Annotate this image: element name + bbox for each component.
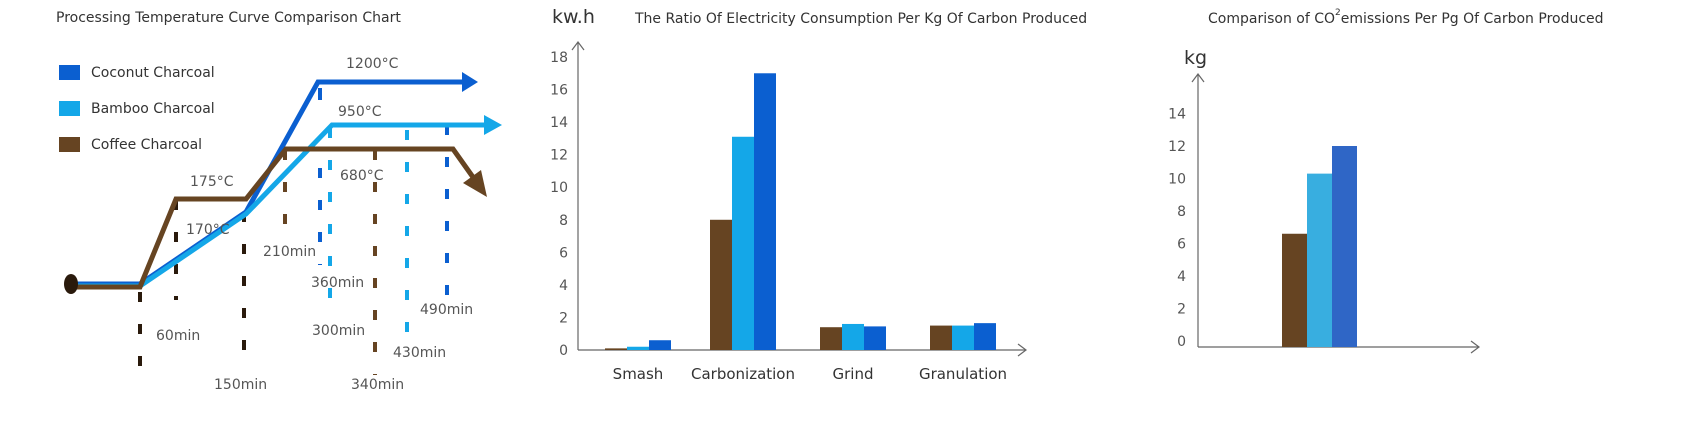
electricity-bar-granulation-coffee [930,325,952,350]
electricity-y-tick-6: 6 [559,245,568,261]
electricity-category-granulation: Granulation [919,365,1007,383]
electricity-chart: kw.h The Ratio Of Electricity Consumptio… [550,6,1087,383]
temp-label-170: 170°C [186,222,230,238]
co2-chart: Comparison of CO2emissions Per Pg Of Car… [1168,8,1604,354]
co2-y-tick-4: 4 [1177,269,1186,285]
temp-label-1200: 1200°C [346,56,399,72]
electricity-bars [605,73,996,351]
co2-bars [1282,146,1357,347]
arrowhead-bamboo [484,115,502,135]
electricity-category-carbonization: Carbonization [691,365,795,383]
electricity-bar-granulation-bamboo [952,325,974,350]
temp-label-950: 950°C [338,104,382,120]
electricity-bar-carbonization-coffee [710,219,732,350]
co2-chart-title: Comparison of CO2emissions Per Pg Of Car… [1208,8,1604,27]
legend-label-coconut: Coconut Charcoal [91,65,215,81]
electricity-y-tick-16: 16 [550,83,568,99]
co2-title-prefix: Comparison of CO [1208,11,1335,27]
time-label-150: 150min [214,377,267,393]
time-label-60: 60min [156,328,200,344]
co2-y-axis-arrow [1191,73,1205,83]
electricity-y-tick-14: 14 [550,115,568,131]
co2-title-suffix: emissions Per Pg Of Carbon Produced [1341,11,1604,27]
electricity-bar-smash-coconut [649,340,671,350]
electricity-bar-grind-bamboo [842,323,864,350]
time-label-490: 490min [420,302,473,318]
temperature-chart-title: Processing Temperature Curve Comparison … [56,10,401,26]
arrowhead-coconut [462,72,478,92]
electricity-y-tick-12: 12 [550,148,568,164]
curve-start-dot [64,274,78,294]
co2-y-tick-8: 8 [1177,204,1186,220]
co2-y-tick-0: 0 [1177,334,1186,350]
temperature-legend: Coconut Charcoal Bamboo Charcoal Coffee … [59,65,215,153]
time-label-300: 300min [312,323,365,339]
legend-label-bamboo: Bamboo Charcoal [91,101,215,117]
legend-swatch-coconut [59,65,80,80]
legend-swatch-bamboo [59,101,80,116]
series-line-coffee [70,146,478,290]
arrowhead-coffee [463,170,487,197]
electricity-chart-title: The Ratio Of Electricity Consumption Per… [634,11,1087,27]
co2-y-ticks: 0 2 4 6 8 10 12 14 [1168,107,1186,351]
electricity-y-ticks: 0 2 4 6 8 10 12 14 16 18 [550,50,568,359]
co2-y-tick-6: 6 [1177,237,1186,253]
co2-y-tick-2: 2 [1177,302,1186,318]
legend-label-coffee: Coffee Charcoal [91,137,202,153]
electricity-x-axis-arrow [1017,343,1027,357]
legend-swatch-coffee [59,137,80,152]
electricity-category-grind: Grind [833,365,874,383]
electricity-bar-grind-coffee [820,327,842,350]
temp-label-175: 175°C [190,174,234,190]
co2-x-axis-arrow [1470,340,1480,354]
time-label-430: 430min [393,345,446,361]
electricity-bar-grind-coconut [864,326,886,350]
co2-bar-coffee [1282,233,1307,347]
co2-title-sup: 2 [1335,8,1341,18]
electricity-y-tick-0: 0 [559,343,568,359]
electricity-bar-carbonization-bamboo [732,136,754,350]
temperature-series [64,72,502,294]
electricity-category-smash: Smash [613,365,664,383]
time-guides [138,88,449,380]
electricity-bar-smash-coffee [605,348,627,350]
time-label-360: 360min [311,275,364,291]
temperature-chart: Processing Temperature Curve Comparison … [56,10,502,393]
co2-y-unit: kg [1184,47,1207,69]
co2-y-tick-10: 10 [1168,172,1186,188]
electricity-bar-granulation-coconut [974,323,996,350]
co2-bar-bamboo [1307,173,1332,347]
electricity-categories: Smash Carbonization Grind Granulation [613,365,1007,383]
time-label-210: 210min [263,244,316,260]
temperature-annotations: 1200°C 950°C 680°C 175°C 170°C 60min 150… [156,56,473,393]
co2-y-tick-14: 14 [1168,107,1186,123]
electricity-y-tick-10: 10 [550,180,568,196]
electricity-bar-carbonization-coconut [754,73,776,351]
electricity-y-tick-8: 8 [559,213,568,229]
co2-y-tick-12: 12 [1168,139,1186,155]
electricity-bar-smash-bamboo [627,346,649,350]
electricity-y-unit: kw.h [552,6,595,28]
electricity-y-tick-18: 18 [550,50,568,66]
temp-label-680: 680°C [340,168,384,184]
time-label-340: 340min [351,377,404,393]
electricity-y-tick-4: 4 [559,278,568,294]
electricity-y-axis-arrow [571,41,585,51]
electricity-y-tick-2: 2 [559,310,568,326]
co2-bar-coconut [1332,146,1357,347]
